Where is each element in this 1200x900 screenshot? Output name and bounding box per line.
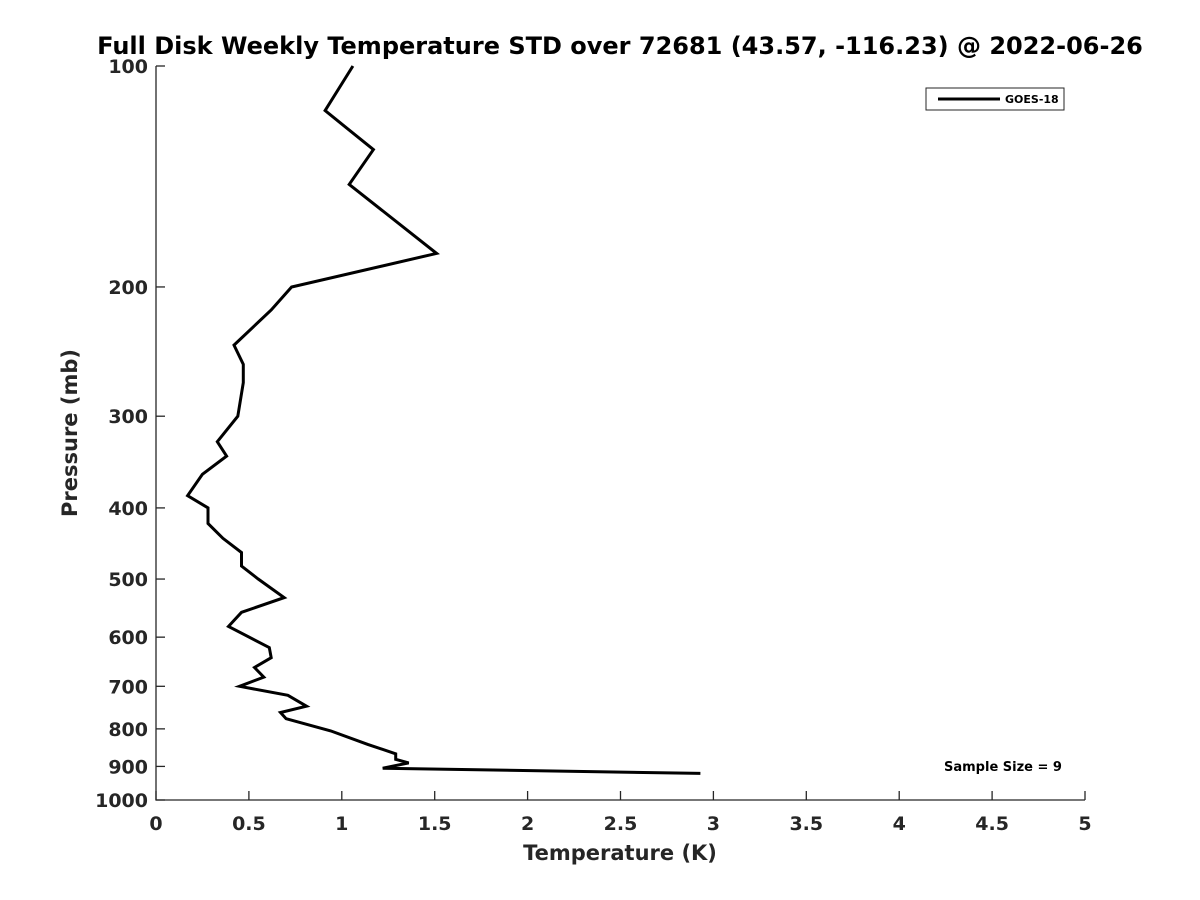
x-tick-label: 2 [521, 813, 534, 835]
series-layer [185, 65, 701, 775]
x-tick-label: 5 [1078, 813, 1091, 835]
x-tick-label: 3.5 [789, 813, 823, 835]
chart-title: Full Disk Weekly Temperature STD over 72… [97, 32, 1143, 60]
x-tick-label: 0.5 [232, 813, 266, 835]
y-tick-label: 900 [108, 756, 148, 778]
y-tick-label: 400 [108, 498, 148, 520]
x-tick-label: 4 [893, 813, 906, 835]
y-tick-label: 200 [108, 277, 148, 299]
x-tick-label: 3 [707, 813, 720, 835]
y-tick-label: 1000 [95, 790, 148, 812]
axis-lines [155, 66, 1085, 801]
plot-area: 0 0.5 1 1.5 2 2.5 3 3.5 4 4.5 5 100 200 300 400 500 600… [95, 56, 1092, 835]
x-tick-label: 1.5 [418, 813, 452, 835]
series-line [185, 65, 701, 775]
x-axis-label: Temperature (K) [523, 841, 717, 865]
x-tick-label: 1 [335, 813, 348, 835]
x-tick-label: 2.5 [604, 813, 638, 835]
sample-size-annotation: Sample Size = 9 [944, 760, 1062, 775]
y-axis-ticks: 100 200 300 400 500 600 700 800 900 1000 [95, 56, 165, 812]
legend-label: GOES-18 [1005, 93, 1059, 106]
y-tick-label: 300 [108, 406, 148, 428]
x-tick-label: 0 [149, 813, 162, 835]
y-tick-label: 700 [108, 676, 148, 698]
y-tick-label: 100 [108, 56, 148, 78]
y-axis-label: Pressure (mb) [58, 349, 82, 517]
x-axis-ticks: 0 0.5 1 1.5 2 2.5 3 3.5 4 4.5 5 [149, 791, 1092, 835]
y-tick-label: 600 [108, 627, 148, 649]
y-tick-label: 800 [108, 719, 148, 741]
legend: GOES-18 [925, 87, 1065, 111]
y-tick-label: 500 [108, 569, 148, 591]
x-tick-label: 4.5 [975, 813, 1009, 835]
